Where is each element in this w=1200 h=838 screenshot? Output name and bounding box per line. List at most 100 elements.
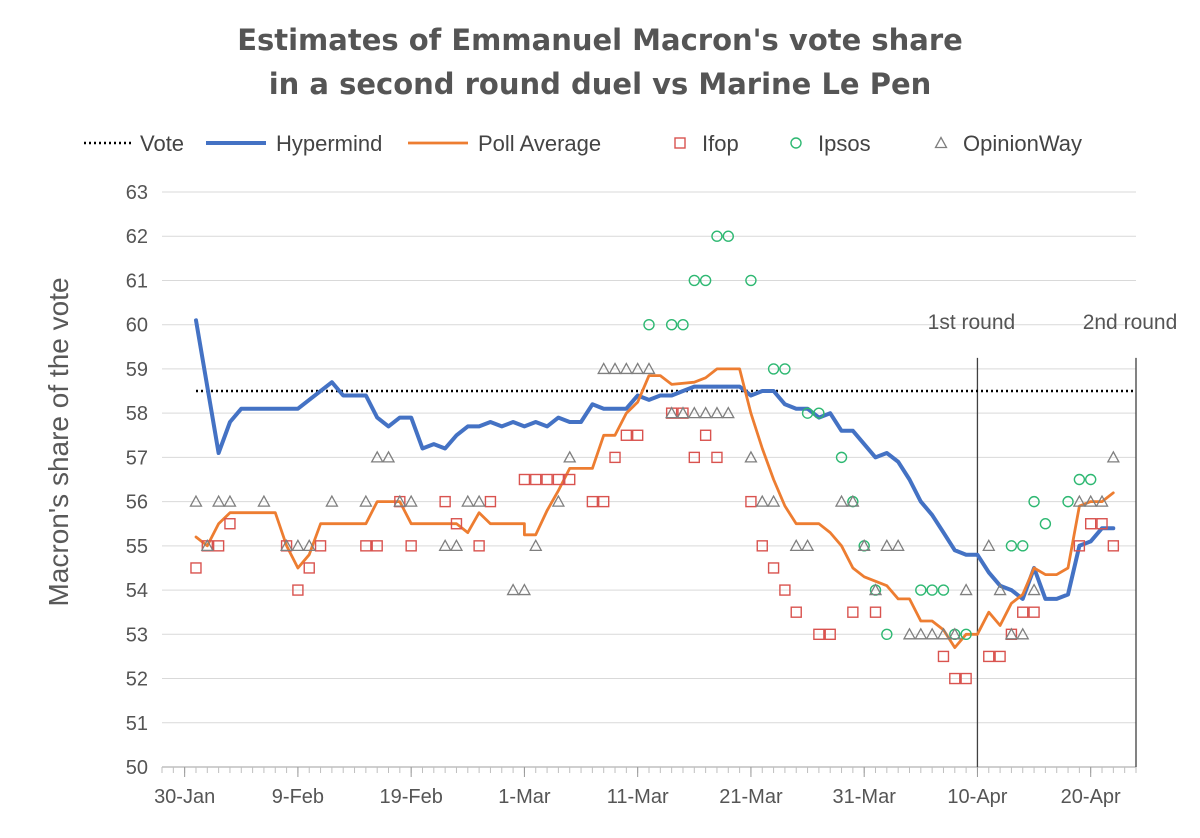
point-opinionway [744, 450, 758, 463]
y-tick-label: 51 [126, 713, 148, 735]
point-ifop [484, 495, 497, 508]
point-ifop [360, 540, 372, 552]
point-opinionway [461, 494, 475, 507]
point-ipsos [1062, 495, 1074, 508]
point-opinionway [529, 538, 543, 551]
point-opinionway [223, 494, 237, 507]
y-tick-label: 62 [126, 226, 148, 248]
point-ipsos [1084, 473, 1097, 486]
point-ifop [1017, 606, 1029, 618]
point-ifop [824, 628, 836, 641]
y-tick-label: 55 [126, 536, 148, 558]
point-opinionway [902, 627, 917, 640]
point-ifop [688, 451, 701, 464]
point-opinionway [857, 538, 871, 551]
point-ipsos [779, 363, 791, 375]
point-opinionway [880, 538, 894, 551]
point-opinionway [699, 406, 713, 419]
point-ifop [1107, 540, 1120, 552]
point-opinionway [200, 538, 214, 551]
point-ipsos [801, 407, 814, 419]
point-opinionway [291, 538, 305, 551]
x-tick-label: 21-Mar [719, 786, 783, 808]
x-tick-label: 31-Mar [833, 786, 897, 808]
point-opinionway [302, 538, 316, 551]
point-opinionway [1016, 627, 1030, 640]
legend-swatch-ipsos [790, 137, 802, 149]
legend-label-vote: Vote [140, 131, 184, 156]
x-tick-label: 9-Feb [272, 786, 324, 808]
point-opinionway [721, 406, 735, 419]
point-opinionway [619, 362, 633, 375]
round-label: 2nd round [1083, 311, 1178, 334]
point-ifop [813, 628, 825, 641]
point-ifop [473, 540, 485, 552]
point-ipsos [688, 274, 701, 287]
point-ifop [439, 495, 451, 508]
point-opinionway [1106, 450, 1120, 463]
point-ipsos [937, 584, 950, 596]
point-ifop [937, 650, 950, 663]
series-poll-average-line [194, 367, 1115, 649]
point-ifop [1096, 518, 1108, 530]
point-ifop [620, 429, 633, 441]
point-opinionway [834, 494, 849, 507]
point-ipsos [643, 318, 655, 331]
point-ifop [597, 495, 610, 508]
y-tick-label: 56 [126, 492, 148, 514]
point-ipsos [835, 451, 848, 464]
point-ipsos [813, 407, 825, 419]
y-tick-label: 58 [126, 403, 148, 425]
point-ifop [994, 650, 1006, 663]
point-ifop [711, 451, 723, 464]
point-ifop [1073, 540, 1086, 552]
point-opinionway [868, 583, 883, 596]
point-ipsos [1039, 518, 1052, 530]
y-tick-label: 59 [126, 359, 148, 381]
y-tick-label: 63 [126, 182, 148, 204]
point-ifop [949, 672, 961, 685]
point-ifop [212, 540, 225, 552]
point-opinionway [665, 406, 679, 419]
point-opinionway [766, 494, 781, 507]
point-opinionway [687, 406, 701, 419]
point-ipsos [1073, 473, 1086, 486]
y-tick-label: 54 [126, 580, 148, 602]
point-ipsos [767, 363, 780, 375]
point-ipsos [926, 584, 938, 596]
point-opinionway [517, 583, 532, 596]
x-tick-label: 19-Feb [379, 786, 442, 808]
point-ipsos [960, 628, 972, 641]
legend-label-opinionway: OpinionWay [963, 131, 1082, 156]
point-opinionway [959, 583, 973, 596]
point-ifop [530, 473, 542, 486]
point-ifop [518, 473, 531, 486]
point-ifop [586, 495, 599, 508]
point-ifop [190, 562, 202, 574]
point-ifop [292, 584, 304, 596]
point-opinionway [1084, 494, 1098, 507]
point-opinionway [755, 494, 769, 507]
point-opinionway [789, 538, 803, 551]
point-ipsos [881, 628, 893, 641]
point-opinionway [189, 494, 203, 507]
point-opinionway [1027, 583, 1041, 596]
point-ifop [303, 562, 315, 574]
point-ipsos [722, 230, 734, 242]
point-opinionway [800, 538, 815, 551]
x-tick-label: 20-Apr [1061, 786, 1121, 808]
point-ifop [960, 672, 972, 685]
point-ifop [405, 540, 417, 552]
point-opinionway [449, 538, 464, 551]
x-tick-label: 1-Mar [498, 786, 551, 808]
legend-label-hypermind: Hypermind [276, 131, 382, 156]
y-tick-label: 57 [126, 447, 148, 469]
y-tick-label: 53 [126, 624, 148, 646]
legend: Vote Hypermind Poll Average Ifop Ipsos Opinio… [84, 131, 1082, 156]
legend-label-ipsos: Ipsos [818, 131, 871, 156]
marker-layer [189, 230, 1120, 685]
legend-swatch-ifop [674, 137, 686, 149]
legend-swatch-opinionway [934, 136, 948, 149]
x-tick-label: 10-Apr [947, 786, 1007, 808]
point-opinionway [370, 450, 384, 463]
